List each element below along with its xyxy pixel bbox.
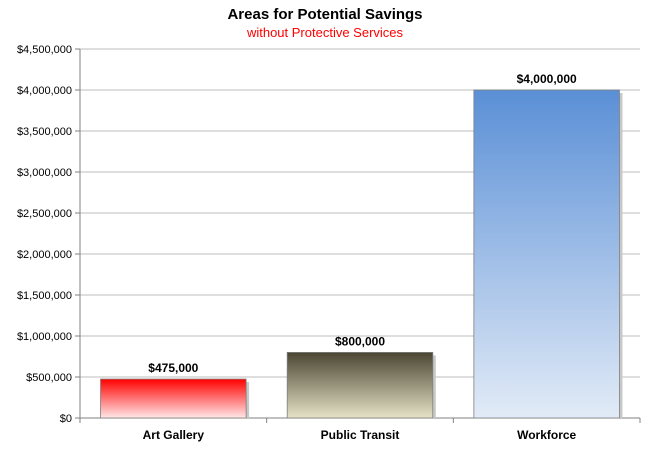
y-tick-label: $4,500,000 bbox=[17, 44, 72, 56]
y-tick-label: $2,500,000 bbox=[17, 208, 72, 220]
y-tick-label: $2,000,000 bbox=[17, 249, 72, 261]
bar-public-transit bbox=[286, 351, 434, 419]
x-tick-label: Workforce bbox=[517, 428, 576, 442]
y-tick-label: $500,000 bbox=[26, 372, 72, 384]
data-label: $800,000 bbox=[335, 334, 385, 348]
data-label: $4,000,000 bbox=[517, 72, 577, 86]
bar-workforce bbox=[473, 89, 620, 419]
x-tick-label: Public Transit bbox=[321, 428, 400, 442]
x-tick-label: Art Gallery bbox=[143, 428, 205, 442]
y-tick-label: $1,500,000 bbox=[17, 290, 72, 302]
y-tick-label: $3,500,000 bbox=[17, 126, 72, 138]
y-tick-label: $0 bbox=[60, 413, 72, 425]
bar-art-gallery bbox=[100, 378, 247, 419]
y-tick-label: $4,000,000 bbox=[17, 85, 72, 97]
chart-subtitle: without Protective Services bbox=[246, 25, 404, 40]
y-tick-label: $1,000,000 bbox=[17, 331, 72, 343]
data-label: $475,000 bbox=[148, 361, 198, 375]
y-tick-label: $3,000,000 bbox=[17, 167, 72, 179]
chart-title: Areas for Potential Savings bbox=[227, 6, 423, 23]
